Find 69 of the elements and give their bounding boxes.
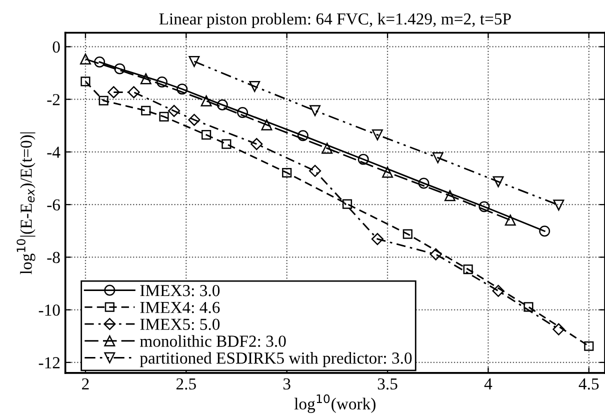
- legend-label: monolithic BDF2: 3.0: [140, 335, 286, 347]
- point: [94, 56, 106, 68]
- point: [342, 199, 352, 209]
- point: [156, 76, 168, 88]
- point: [216, 99, 228, 110]
- point: [188, 114, 200, 126]
- point: [237, 106, 248, 118]
- point: [504, 214, 516, 226]
- y-tick-label: -10: [38, 304, 60, 316]
- point: [310, 105, 321, 116]
- legend-label: IMEX4: 4.6: [140, 302, 220, 314]
- point: [322, 142, 333, 154]
- point: [80, 54, 91, 65]
- legend-label: IMEX5: 5.0: [140, 318, 220, 330]
- point: [463, 264, 473, 274]
- point: [432, 152, 444, 164]
- point: [140, 73, 152, 84]
- point: [200, 95, 212, 106]
- y-tick-label: -6: [47, 199, 60, 211]
- legend-label: IMEX3: 3.0: [140, 284, 220, 296]
- point: [524, 302, 534, 312]
- point: [309, 164, 322, 177]
- point: [492, 284, 504, 297]
- point: [382, 166, 394, 178]
- point: [98, 96, 108, 106]
- y-tick-label: -12: [38, 357, 60, 368]
- point: [371, 233, 384, 246]
- point: [249, 80, 260, 92]
- point: [478, 201, 490, 212]
- x-axis-title: log$^{10}$(work): [294, 394, 376, 413]
- point: [159, 112, 169, 122]
- y-tick-label: -8: [47, 252, 60, 264]
- point: [418, 178, 430, 189]
- point: [114, 63, 126, 74]
- point: [202, 130, 212, 140]
- point: [261, 119, 272, 130]
- x-tick-label: 3.5: [378, 378, 398, 390]
- point: [372, 129, 383, 140]
- point: [108, 86, 120, 98]
- y-tick-label: -4: [47, 146, 60, 158]
- point: [188, 56, 200, 67]
- x-tick-label: 4.5: [578, 378, 599, 390]
- point: [492, 176, 504, 188]
- y-tick-label: -2: [47, 94, 60, 106]
- point: [80, 76, 90, 86]
- point: [176, 84, 188, 95]
- x-tick-label: 4: [484, 378, 492, 390]
- point: [584, 341, 594, 351]
- x-tick-label: 2.5: [176, 378, 196, 390]
- point: [297, 130, 308, 142]
- point: [430, 248, 442, 260]
- point: [250, 138, 263, 150]
- point: [222, 139, 232, 149]
- y-axis-title: log$^{10}$|(E-E$_{ex}$)/E(t=0)|: [16, 132, 36, 274]
- point: [539, 226, 550, 237]
- point: [358, 154, 369, 165]
- point: [552, 323, 565, 336]
- legend-label: partitioned ESDIRK5 with predictor: 3.0: [140, 352, 412, 368]
- y-tick-label: 0: [52, 41, 60, 53]
- point: [444, 190, 456, 202]
- x-tick-label: 2: [82, 378, 89, 390]
- chart-title: Linear piston problem: 64 FVC, k=1.429, m=2, t=5P: [159, 12, 511, 28]
- point: [282, 168, 292, 178]
- point: [553, 200, 564, 211]
- point: [141, 106, 151, 116]
- x-tick-label: 3: [283, 378, 290, 390]
- point: [168, 104, 180, 117]
- point: [128, 86, 140, 98]
- point: [402, 229, 412, 239]
